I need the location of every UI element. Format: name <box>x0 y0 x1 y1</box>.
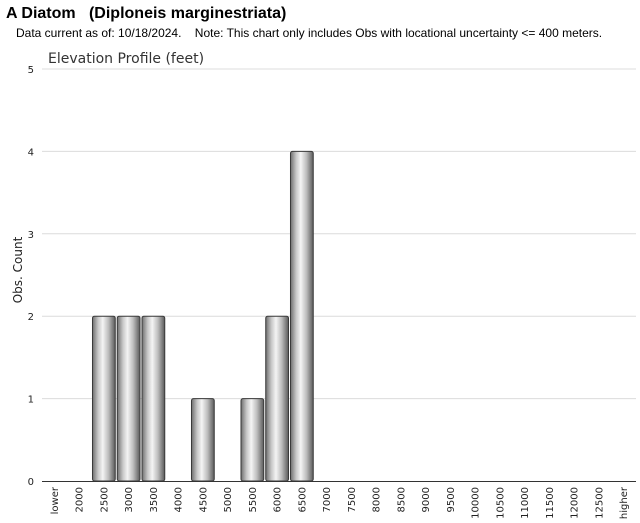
y-tick-label: 5 <box>28 65 34 76</box>
x-tick-label: 4500 <box>198 487 209 512</box>
x-tick-label: 10500 <box>495 487 506 519</box>
x-tick-label: 11500 <box>545 487 556 519</box>
x-tick-label: 7500 <box>347 487 358 512</box>
bar-2500 <box>91 315 116 482</box>
x-tick-label: higher <box>619 486 630 519</box>
x-tick-label: 9500 <box>446 487 457 512</box>
y-tick-label: 4 <box>28 147 34 158</box>
x-tick-label: 9000 <box>421 487 432 512</box>
x-tick-label: 11000 <box>520 487 531 519</box>
y-tick-label: 1 <box>28 395 34 406</box>
bar-5500 <box>240 398 265 482</box>
x-tick-label: 4000 <box>174 487 185 512</box>
data-note: Data current as of: 10/18/2024. Note: Th… <box>16 26 603 40</box>
x-tick-label: 7000 <box>322 487 333 512</box>
bar-3000 <box>116 315 141 482</box>
y-tick-label: 3 <box>28 230 34 241</box>
x-axis-ticks: lower 2000 2500 3000 3500 4000 4500 5000 5500 600… <box>50 486 630 519</box>
page-title: A Diatom (Diploneis marginestriata) <box>6 5 287 22</box>
bar-3500 <box>141 315 166 482</box>
y-axis-title: Obs. Count <box>11 236 25 303</box>
bars <box>91 150 314 482</box>
x-tick-label: 6000 <box>273 487 284 512</box>
x-tick-label: 12500 <box>594 487 605 519</box>
x-tick-label: 3500 <box>149 487 160 512</box>
y-axis-ticks: 0 1 2 3 4 5 <box>28 65 34 488</box>
x-tick-label: 5500 <box>248 487 259 512</box>
y-tick-label: 0 <box>28 477 34 488</box>
y-tick-label: 2 <box>28 312 34 323</box>
x-tick-label: 3000 <box>124 487 135 512</box>
x-tick-label: lower <box>50 486 61 514</box>
x-tick-label: 8500 <box>396 487 407 512</box>
bar-6000 <box>265 315 290 482</box>
x-tick-label: 2500 <box>99 487 110 512</box>
x-tick-label: 6500 <box>297 487 308 512</box>
x-tick-label: 8000 <box>372 487 383 512</box>
x-tick-label: 5000 <box>223 487 234 512</box>
bar-4500 <box>190 398 215 482</box>
x-tick-label: 10000 <box>471 487 482 519</box>
x-tick-label: 2000 <box>75 487 86 512</box>
gridlines <box>42 68 636 400</box>
x-tick-label: 12000 <box>570 487 581 519</box>
chart-title: Elevation Profile (feet) <box>48 51 204 67</box>
bar-6500 <box>289 150 314 482</box>
